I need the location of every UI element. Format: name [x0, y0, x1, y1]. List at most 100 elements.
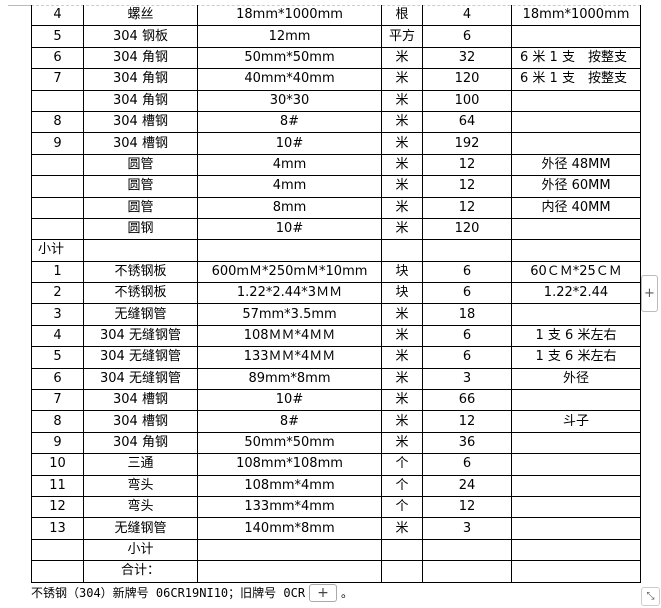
table-cell[interactable]: 12 — [422, 196, 512, 219]
table-cell[interactable]: 30*30 — [197, 89, 382, 112]
table-cell[interactable]: 40mm*40mm — [197, 68, 382, 91]
table-cell[interactable]: 12 — [422, 175, 512, 198]
table-cell[interactable]: 不锈钢板 — [83, 282, 198, 305]
table-cell[interactable]: 弯头 — [83, 495, 198, 519]
table-cell[interactable]: 133ＭＭ*4ＭＭ — [197, 346, 382, 369]
table-cell[interactable]: 64 — [422, 110, 512, 134]
table-cell[interactable]: 3 — [422, 367, 512, 391]
table-cell[interactable]: 3 — [31, 303, 84, 326]
table-cell[interactable]: 7 — [31, 389, 84, 412]
table-cell[interactable]: 10# — [197, 132, 382, 155]
table-cell[interactable]: 8 — [31, 410, 84, 433]
table-cell[interactable] — [31, 196, 84, 219]
table-cell[interactable] — [511, 303, 641, 326]
table-cell[interactable]: 5 — [31, 25, 84, 48]
table-cell[interactable] — [511, 538, 641, 562]
table-cell[interactable]: 6 米 1 支 按整支 — [511, 46, 641, 70]
table-cell[interactable]: 304 槽钢 — [83, 410, 198, 433]
table-cell[interactable]: 米 — [381, 389, 423, 412]
table-cell[interactable] — [511, 431, 641, 455]
table-cell[interactable]: 304 钢板 — [83, 25, 198, 48]
table-cell[interactable]: 根 — [381, 5, 423, 27]
table-cell[interactable]: 圆钢 — [83, 217, 198, 241]
table-cell[interactable]: 弯头 — [83, 474, 198, 497]
table-cell[interactable]: 无缝钢管 — [83, 517, 198, 540]
table-cell[interactable]: 圆管 — [83, 175, 198, 198]
table-cell[interactable]: 螺丝 — [83, 5, 198, 27]
table-cell[interactable]: 5 — [31, 346, 84, 369]
table-cell[interactable]: 米 — [381, 303, 423, 326]
table-cell[interactable]: 1.22*2.44*3ＭＭ — [197, 282, 382, 305]
table-cell[interactable]: 60ＣＭ*25ＣＭ — [511, 260, 641, 284]
table-cell[interactable] — [31, 175, 84, 198]
table-cell[interactable]: 12 — [31, 495, 84, 519]
table-cell[interactable]: 36 — [422, 431, 512, 455]
table-cell[interactable]: 6 — [422, 25, 512, 48]
table-cell[interactable] — [511, 453, 641, 476]
table-cell[interactable]: 米 — [381, 196, 423, 219]
table-cell[interactable]: 块 — [381, 260, 423, 284]
table-cell[interactable]: 18mm*1000mm — [197, 5, 382, 27]
resize-icon[interactable]: ⤡ — [641, 587, 660, 606]
table-cell[interactable]: 12 — [422, 495, 512, 519]
table-cell[interactable]: 6 — [422, 346, 512, 369]
table-cell[interactable] — [31, 538, 84, 562]
table-cell[interactable]: 133mm*4mm — [197, 495, 382, 519]
table-cell[interactable]: 12 — [422, 410, 512, 433]
table-cell[interactable]: 6 — [422, 453, 512, 476]
table-cell[interactable] — [422, 538, 512, 562]
table-cell[interactable]: 米 — [381, 153, 423, 177]
table-cell[interactable]: 140mm*8mm — [197, 517, 382, 540]
table-cell[interactable]: 108mm*108mm — [197, 453, 382, 476]
table-cell[interactable]: 外径 48MM — [511, 153, 641, 177]
table-cell[interactable]: 12 — [422, 153, 512, 177]
table-cell[interactable] — [511, 495, 641, 519]
table-cell[interactable]: 1 支 6 米左右 — [511, 346, 641, 369]
table-cell[interactable]: 米 — [381, 89, 423, 112]
table-cell[interactable]: 600mＭ*250mＭ*10mm — [197, 260, 382, 284]
table-cell[interactable]: 12mm — [197, 25, 382, 48]
table-cell[interactable]: 合计： — [83, 560, 198, 583]
table-cell[interactable] — [31, 153, 84, 177]
table-cell[interactable]: 10# — [197, 389, 382, 412]
table-cell[interactable] — [31, 560, 84, 583]
table-cell[interactable]: 无缝钢管 — [83, 303, 198, 326]
table-cell[interactable]: 外径 60MM — [511, 175, 641, 198]
table-cell[interactable]: 圆管 — [83, 153, 198, 177]
table-cell[interactable]: 平方 — [381, 25, 423, 48]
table-cell[interactable]: 个 — [381, 453, 423, 476]
table-cell[interactable]: 内径 40MM — [511, 196, 641, 219]
table-cell[interactable]: 6 — [31, 367, 84, 391]
table-cell[interactable] — [511, 110, 641, 134]
table-cell[interactable] — [197, 239, 382, 262]
table-cell[interactable]: 18mm*1000mm — [511, 5, 641, 27]
table-cell[interactable]: 米 — [381, 175, 423, 198]
table-cell[interactable] — [31, 217, 84, 241]
table-cell[interactable]: 米 — [381, 431, 423, 455]
table-cell[interactable] — [381, 538, 423, 562]
table-cell[interactable]: 米 — [381, 517, 423, 540]
table-cell[interactable]: 米 — [381, 410, 423, 433]
table-cell[interactable] — [422, 560, 512, 583]
table-cell[interactable]: 斗子 — [511, 410, 641, 433]
add-column-button[interactable]: + — [641, 275, 658, 312]
table-cell[interactable]: 圆管 — [83, 196, 198, 219]
table-cell[interactable]: 9 — [31, 431, 84, 455]
table-cell[interactable]: 6 米 1 支 按整支 — [511, 68, 641, 91]
table-cell[interactable]: 三通 — [83, 453, 198, 476]
table-cell[interactable] — [381, 560, 423, 583]
table-cell[interactable]: 4mm — [197, 153, 382, 177]
table-cell[interactable]: 6 — [422, 324, 512, 348]
table-cell[interactable]: 50mm*50mm — [197, 431, 382, 455]
table-cell[interactable]: 个 — [381, 495, 423, 519]
table-cell[interactable]: 89mm*8mm — [197, 367, 382, 391]
table-cell[interactable]: 1.22*2.44 — [511, 282, 641, 305]
table-cell[interactable]: 304 角钢 — [83, 68, 198, 91]
table-cell[interactable] — [511, 89, 641, 112]
table-cell[interactable]: 7 — [31, 68, 84, 91]
table-cell[interactable]: 9 — [31, 132, 84, 155]
table-cell[interactable]: 66 — [422, 389, 512, 412]
table-cell[interactable]: 小计 — [83, 538, 198, 562]
table-cell[interactable]: 8 — [31, 110, 84, 134]
table-cell[interactable] — [511, 217, 641, 241]
